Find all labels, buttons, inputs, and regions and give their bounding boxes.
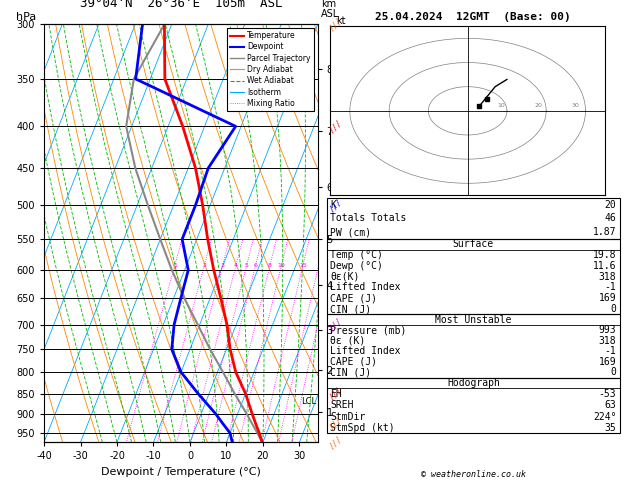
- Text: ///: ///: [327, 16, 344, 33]
- Text: CAPE (J): CAPE (J): [330, 357, 377, 367]
- Text: 6: 6: [253, 263, 257, 268]
- Text: Totals Totals: Totals Totals: [330, 213, 406, 224]
- Text: Pressure (mb): Pressure (mb): [330, 325, 406, 335]
- Text: CIN (J): CIN (J): [330, 304, 371, 314]
- Text: Dewp (°C): Dewp (°C): [330, 261, 383, 271]
- Text: -1: -1: [604, 347, 616, 356]
- Text: 0: 0: [611, 304, 616, 314]
- Text: StmDir: StmDir: [330, 412, 365, 421]
- Text: 169: 169: [599, 293, 616, 303]
- Text: Temp (°C): Temp (°C): [330, 250, 383, 260]
- Text: ///: ///: [327, 118, 344, 135]
- Text: ///: ///: [327, 385, 344, 402]
- Text: 35: 35: [604, 423, 616, 433]
- Text: EH: EH: [330, 389, 342, 399]
- Text: θε(K): θε(K): [330, 272, 360, 282]
- Text: 19.8: 19.8: [593, 250, 616, 260]
- Text: LCL: LCL: [301, 398, 316, 406]
- Text: 25.04.2024  12GMT  (Base: 00): 25.04.2024 12GMT (Base: 00): [376, 12, 571, 22]
- Text: 39°04'N  26°36'E  105m  ASL: 39°04'N 26°36'E 105m ASL: [80, 0, 282, 10]
- Text: Lifted Index: Lifted Index: [330, 347, 401, 356]
- Text: ///: ///: [327, 197, 344, 214]
- Text: 8: 8: [268, 263, 272, 268]
- Text: Hodograph: Hodograph: [447, 378, 500, 388]
- Text: 10: 10: [277, 263, 286, 268]
- Text: ///: ///: [327, 434, 344, 451]
- Text: 20: 20: [604, 200, 616, 209]
- Text: CIN (J): CIN (J): [330, 367, 371, 377]
- Text: Most Unstable: Most Unstable: [435, 315, 511, 325]
- Text: 11.6: 11.6: [593, 261, 616, 271]
- Text: 5: 5: [245, 263, 248, 268]
- Text: Lifted Index: Lifted Index: [330, 282, 401, 293]
- Text: 318: 318: [599, 272, 616, 282]
- Text: SREH: SREH: [330, 400, 353, 410]
- Text: -53: -53: [599, 389, 616, 399]
- Text: CAPE (J): CAPE (J): [330, 293, 377, 303]
- Text: 224°: 224°: [593, 412, 616, 421]
- Text: 30: 30: [572, 103, 579, 108]
- Text: K: K: [330, 200, 336, 209]
- X-axis label: Dewpoint / Temperature (°C): Dewpoint / Temperature (°C): [101, 467, 261, 477]
- Text: hPa: hPa: [16, 12, 36, 22]
- Text: 4: 4: [234, 263, 238, 268]
- Text: Surface: Surface: [453, 240, 494, 249]
- Text: 1: 1: [173, 263, 177, 268]
- Text: PW (cm): PW (cm): [330, 227, 371, 237]
- Text: 318: 318: [599, 336, 616, 346]
- Text: 46: 46: [604, 213, 616, 224]
- Text: 2: 2: [203, 263, 206, 268]
- Text: ///: ///: [327, 415, 344, 432]
- Text: ///: ///: [327, 316, 344, 333]
- Text: 20: 20: [535, 103, 542, 108]
- Text: 1.87: 1.87: [593, 227, 616, 237]
- Text: 169: 169: [599, 357, 616, 367]
- Text: km
ASL: km ASL: [321, 0, 339, 19]
- Text: 10: 10: [497, 103, 505, 108]
- Text: kt: kt: [336, 17, 345, 26]
- Text: -1: -1: [604, 282, 616, 293]
- Legend: Temperature, Dewpoint, Parcel Trajectory, Dry Adiabat, Wet Adiabat, Isotherm, Mi: Temperature, Dewpoint, Parcel Trajectory…: [228, 28, 314, 111]
- Text: 0: 0: [611, 367, 616, 377]
- Text: θε (K): θε (K): [330, 336, 365, 346]
- Text: StmSpd (kt): StmSpd (kt): [330, 423, 395, 433]
- Text: 3: 3: [221, 263, 225, 268]
- Text: © weatheronline.co.uk: © weatheronline.co.uk: [421, 469, 526, 479]
- Text: 63: 63: [604, 400, 616, 410]
- Text: 15: 15: [299, 263, 307, 268]
- Text: 993: 993: [599, 325, 616, 335]
